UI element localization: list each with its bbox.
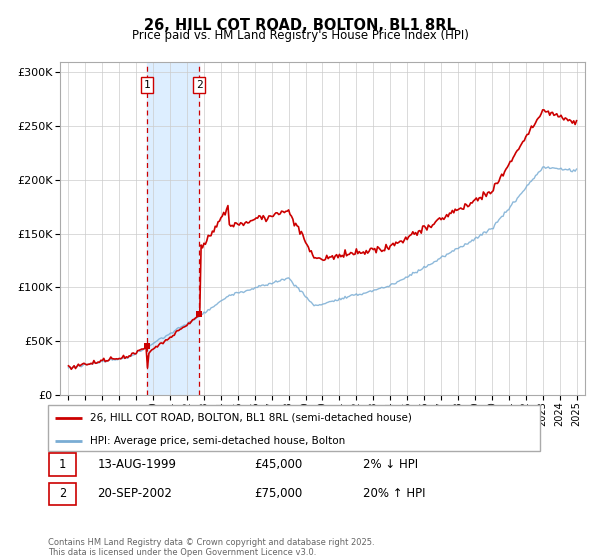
Text: 26, HILL COT ROAD, BOLTON, BL1 8RL: 26, HILL COT ROAD, BOLTON, BL1 8RL <box>144 18 456 33</box>
Bar <box>147 62 199 395</box>
Text: 20-SEP-2002: 20-SEP-2002 <box>97 487 172 501</box>
FancyBboxPatch shape <box>49 453 76 475</box>
Text: 2% ↓ HPI: 2% ↓ HPI <box>363 458 418 471</box>
Text: 1: 1 <box>143 80 150 90</box>
Text: 2: 2 <box>59 487 66 501</box>
FancyBboxPatch shape <box>49 483 76 505</box>
Text: Price paid vs. HM Land Registry's House Price Index (HPI): Price paid vs. HM Land Registry's House … <box>131 29 469 42</box>
Text: 2: 2 <box>196 80 203 90</box>
Text: Contains HM Land Registry data © Crown copyright and database right 2025.
This d: Contains HM Land Registry data © Crown c… <box>48 538 374 557</box>
Text: £45,000: £45,000 <box>254 458 303 471</box>
Text: £75,000: £75,000 <box>254 487 303 501</box>
Text: HPI: Average price, semi-detached house, Bolton: HPI: Average price, semi-detached house,… <box>90 436 345 446</box>
Text: 26, HILL COT ROAD, BOLTON, BL1 8RL (semi-detached house): 26, HILL COT ROAD, BOLTON, BL1 8RL (semi… <box>90 413 412 423</box>
FancyBboxPatch shape <box>48 405 540 451</box>
Text: 13-AUG-1999: 13-AUG-1999 <box>97 458 176 471</box>
Text: 1: 1 <box>59 458 66 471</box>
Text: 20% ↑ HPI: 20% ↑ HPI <box>363 487 425 501</box>
